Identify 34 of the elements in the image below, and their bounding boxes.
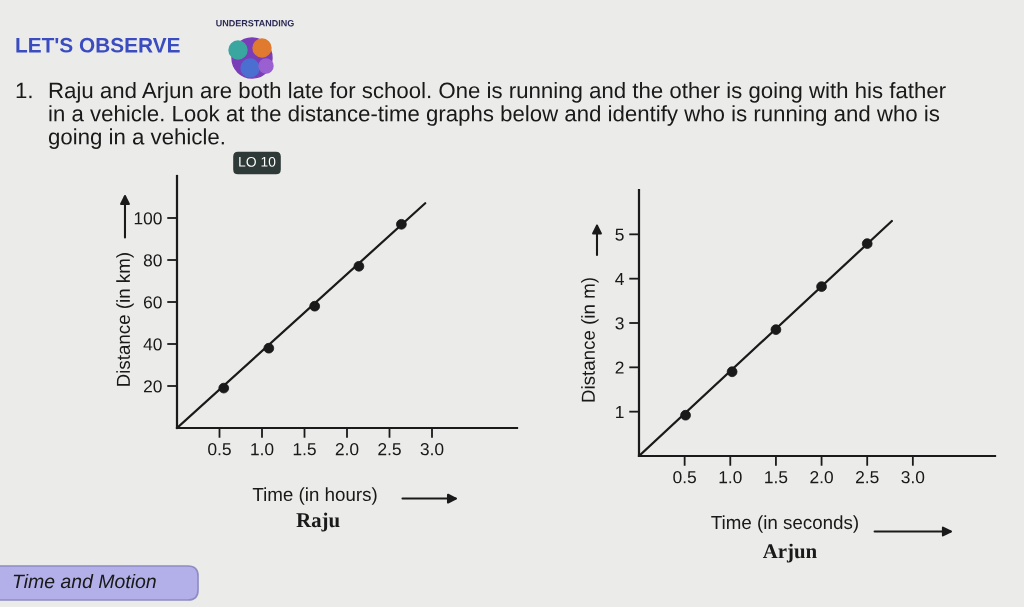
text: Arjun <box>762 543 817 563</box>
y-tick-label: 5 <box>615 228 624 241</box>
x-axis-title: Time (in seconds) <box>711 515 858 533</box>
text: Time and Motion <box>13 573 156 589</box>
x-tick-label: 2.0 <box>810 471 833 484</box>
text: UNDERSTANDING <box>216 20 294 27</box>
y-tick-label: 20 <box>143 380 162 393</box>
x-tick-label: 2.5 <box>856 471 879 484</box>
x-tick-label: 0.5 <box>673 471 696 484</box>
x-tick-label: 1.0 <box>251 443 274 456</box>
text: Raju and Arjun are both late for school. One is running and the other is going with his father in a vehicle. Look at the distance-time graphs below and identify who is running and who is going in a vehicle. <box>48 82 946 149</box>
x-tick-label: 3.0 <box>420 443 444 456</box>
text: LO 10 <box>239 156 276 167</box>
x-tick-label: 2.0 <box>335 443 359 456</box>
x-tick-label: 2.5 <box>378 443 401 456</box>
y-tick-label: 40 <box>143 338 162 351</box>
y-axis-title: Distance (in km) <box>116 253 134 386</box>
y-tick-label: 1 <box>616 406 624 418</box>
x-tick-label: 1.0 <box>719 471 742 484</box>
y-tick-label: 2 <box>615 361 624 374</box>
x-tick-label: 0.5 <box>208 443 231 456</box>
text: LET'S OBSERVE <box>16 37 180 53</box>
y-tick-label: 3 <box>615 317 624 330</box>
text: Raju <box>296 512 340 532</box>
y-tick-label: 60 <box>143 296 162 309</box>
x-tick-label: 1.5 <box>293 443 316 456</box>
x-axis-title: Time (in hours) <box>252 487 377 505</box>
x-tick-label: 1.5 <box>765 471 788 484</box>
y-tick-label: 4 <box>615 273 624 285</box>
text: 1. <box>16 82 32 99</box>
x-tick-label: 3.0 <box>901 471 925 484</box>
y-axis-title: Distance (in m) <box>581 278 599 402</box>
y-tick-label: 100 <box>134 212 162 225</box>
y-tick-label: 80 <box>143 254 162 267</box>
